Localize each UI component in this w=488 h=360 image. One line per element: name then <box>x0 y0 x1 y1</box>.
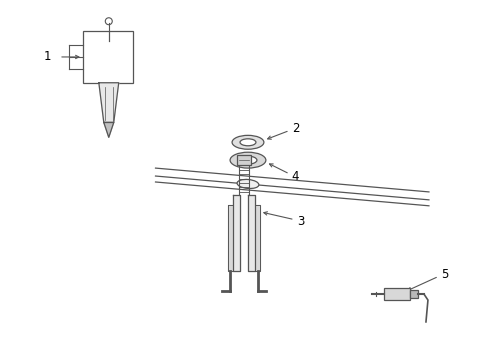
Ellipse shape <box>232 135 264 149</box>
Bar <box>409 290 417 298</box>
Ellipse shape <box>240 139 255 146</box>
Ellipse shape <box>239 156 256 164</box>
Bar <box>83 31 132 83</box>
Ellipse shape <box>230 152 265 168</box>
Ellipse shape <box>237 179 258 189</box>
Text: 3: 3 <box>296 215 304 228</box>
Polygon shape <box>254 205 260 271</box>
Bar <box>384 288 409 300</box>
Polygon shape <box>103 122 114 137</box>
Polygon shape <box>247 195 254 271</box>
Polygon shape <box>233 195 240 271</box>
Text: 2: 2 <box>291 122 299 135</box>
Polygon shape <box>227 205 233 271</box>
Text: 4: 4 <box>291 170 299 183</box>
Text: 1: 1 <box>43 50 51 63</box>
Bar <box>237 155 250 165</box>
Text: 5: 5 <box>440 268 447 281</box>
Polygon shape <box>99 83 119 122</box>
